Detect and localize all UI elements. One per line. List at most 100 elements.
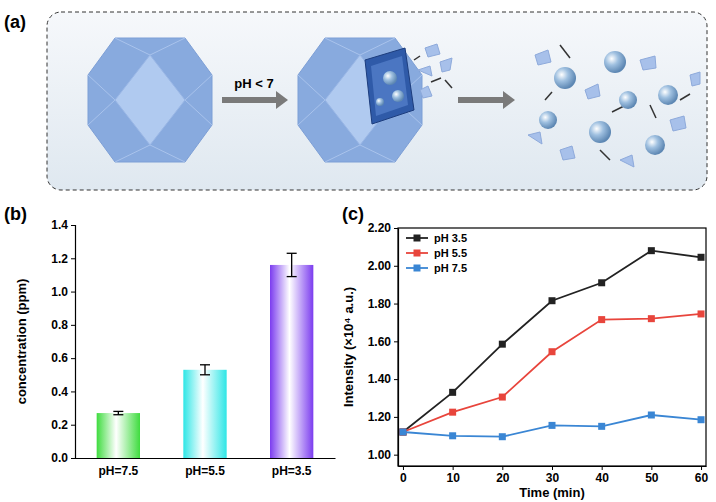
released-sphere	[589, 121, 611, 143]
marker	[449, 389, 456, 396]
series-line	[403, 251, 701, 432]
tick: 0.0	[51, 451, 75, 465]
tick-label: 2.00	[368, 259, 392, 273]
tick-label: 0.2	[51, 418, 68, 432]
tick-label: 50	[645, 471, 659, 485]
bar	[97, 413, 140, 458]
tick: 0.8	[51, 318, 75, 332]
crystal-edge	[298, 75, 325, 100]
tick: 50	[645, 466, 659, 485]
cargo-sphere	[383, 71, 397, 85]
released-sphere	[554, 67, 576, 89]
marker	[598, 316, 605, 323]
marker	[648, 412, 655, 419]
legend-item: pH 5.5	[406, 247, 467, 259]
crystal-edge	[185, 75, 212, 100]
tick-mark	[71, 358, 75, 359]
fragment	[670, 116, 686, 131]
marker	[549, 348, 556, 355]
marker	[648, 247, 655, 254]
bar	[270, 265, 313, 458]
tick-label: 0.4	[51, 385, 68, 399]
tick-label: 1.2	[51, 252, 68, 266]
arrow-release	[458, 97, 505, 103]
crystal-edge	[88, 75, 115, 100]
error-bar-cap	[287, 253, 297, 254]
tick-mark	[71, 225, 75, 226]
tick: 1.0	[51, 285, 75, 299]
crystal-edge	[325, 145, 360, 162]
legend-item: pH 7.5	[406, 262, 467, 274]
x-axis-title: Time (min)	[519, 485, 585, 500]
tick-label: 1.80	[368, 297, 392, 311]
fragment-edge	[560, 45, 570, 58]
error-bar-stem	[291, 253, 292, 276]
diagram-panel: (a)pH < 7	[4, 12, 707, 190]
tick-label: 1.60	[368, 335, 392, 349]
tick: 60	[695, 466, 709, 485]
error-bar-stem	[204, 365, 205, 375]
panel-label: (c)	[342, 204, 364, 224]
tick-mark	[394, 417, 398, 418]
tick: 0.2	[51, 418, 75, 432]
fragment-edge	[612, 106, 624, 112]
marker	[399, 429, 406, 436]
tick: 40	[595, 466, 609, 485]
line-panel: (c)01020304050601.001.201.401.601.802.00…	[341, 204, 709, 500]
error-bar-cap	[113, 414, 123, 415]
error-bar-cap	[113, 411, 123, 412]
fragment	[440, 58, 452, 72]
released-sphere	[645, 135, 665, 155]
marker	[499, 394, 506, 401]
marker	[648, 315, 655, 322]
error-bar	[287, 253, 297, 276]
tick-mark	[71, 325, 75, 326]
tick-label: 0	[400, 471, 407, 485]
tick: 0.6	[51, 351, 75, 365]
lines	[399, 247, 704, 440]
figure: (a)pH < 7(b)0.00.20.40.60.81.01.21.4pH=7…	[0, 0, 716, 502]
crystal-cavity	[365, 48, 414, 124]
tick-mark	[602, 466, 603, 470]
fragment	[528, 132, 542, 144]
tick-mark	[701, 466, 702, 470]
crystal-opening	[298, 38, 422, 162]
fragment	[535, 50, 551, 65]
y-axis: 1.001.201.401.601.802.002.20	[368, 221, 399, 466]
marker	[449, 409, 456, 416]
tick-mark	[394, 304, 398, 305]
crystal-edge	[115, 38, 150, 55]
plot-frame	[398, 228, 706, 466]
tick: 1.40	[368, 372, 398, 386]
legend: pH 3.5pH 5.5pH 7.5	[406, 232, 467, 274]
diagram-frame	[47, 12, 707, 190]
marker	[499, 433, 506, 440]
fragment-edge	[414, 56, 420, 60]
tick-mark	[394, 379, 398, 380]
tick: 1.4	[51, 218, 75, 232]
fragment-edge	[600, 150, 610, 160]
bar	[183, 370, 226, 458]
tick-mark	[552, 466, 553, 470]
marker	[698, 416, 705, 423]
panel-label: (a)	[4, 12, 26, 32]
tick-label: 0.0	[51, 451, 68, 465]
fragment	[420, 86, 432, 98]
tick-mark	[71, 258, 75, 259]
tick-mark	[71, 458, 75, 459]
tick: pH=3.5	[272, 458, 312, 478]
tick-label: 1.20	[368, 410, 392, 424]
tick-label: 1.4	[51, 218, 68, 232]
series-line	[403, 314, 701, 432]
tick-label: 30	[546, 471, 560, 485]
tick: 1.00	[368, 448, 398, 462]
tick-label: 0.8	[51, 318, 68, 332]
crystal-edge	[360, 145, 395, 162]
legend-label: pH 7.5	[434, 262, 467, 274]
bars	[97, 253, 314, 458]
error-bar	[200, 365, 210, 375]
crystal-body	[88, 38, 212, 162]
released-sphere	[658, 85, 678, 105]
tick: 30	[546, 466, 560, 485]
tick-mark	[394, 341, 398, 342]
